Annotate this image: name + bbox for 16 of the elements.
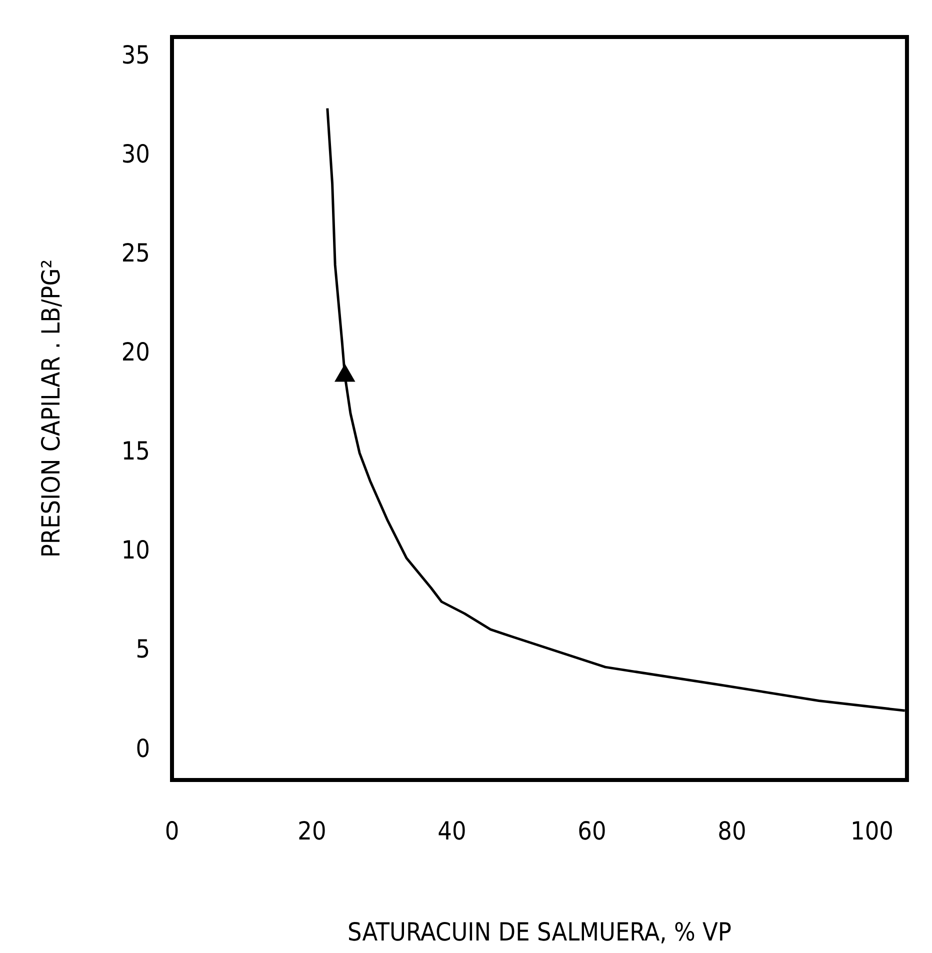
y-axis-title: PRESION CAPILAR . LB/PG² [36, 259, 66, 558]
y-tick-label: 0 [136, 734, 150, 763]
y-tick-label: 20 [121, 338, 150, 367]
x-tick-label: 60 [578, 816, 606, 846]
x-tick-label: 40 [438, 816, 466, 846]
y-tick-label: 35 [121, 40, 150, 70]
y-tick-label: 30 [121, 139, 150, 168]
x-axis-title: SATURACUIN DE SALMUERA, % VP [348, 918, 732, 946]
x-tick-label: 20 [298, 816, 326, 846]
y-tick-label: 15 [121, 436, 150, 466]
x-tick-label: 80 [718, 816, 746, 846]
x-tick-label: 0 [164, 816, 180, 846]
y-tick-label: 25 [121, 238, 150, 268]
y-tick-label: 5 [136, 634, 150, 664]
y-tick-label: 10 [121, 536, 150, 565]
x-tick-label: 100 [850, 816, 894, 846]
